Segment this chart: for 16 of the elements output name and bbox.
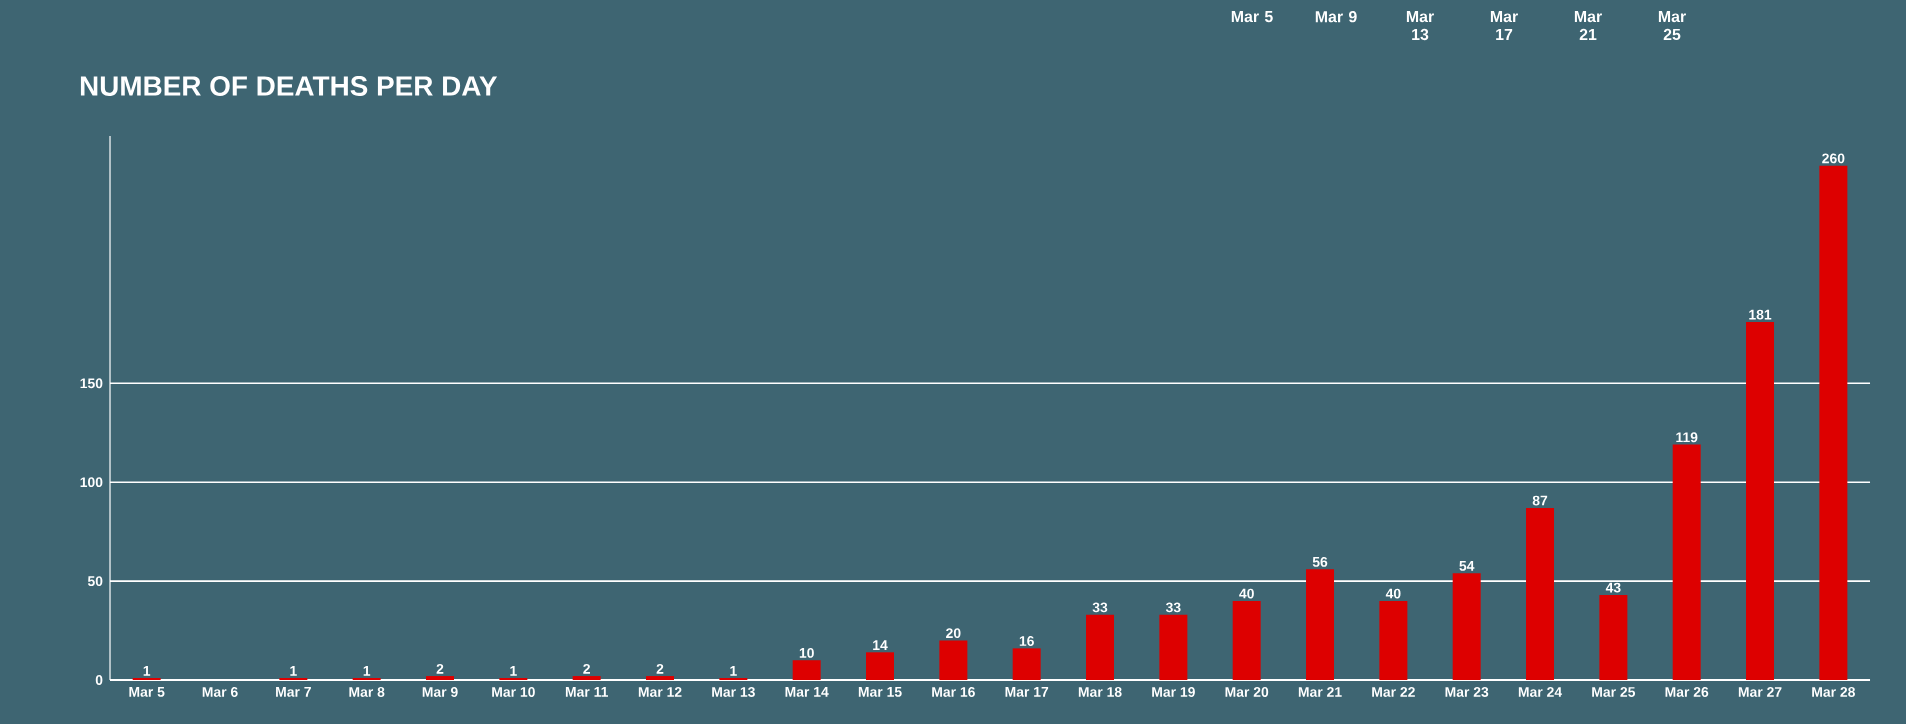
bar [1452,573,1481,680]
bar [1012,648,1041,680]
bar [1599,594,1628,680]
bar [939,640,968,680]
chart-title: NUMBER OF DEATHS PER DAY [80,76,498,96]
bar [1086,614,1115,680]
bar [1306,569,1335,680]
bar [1672,444,1701,680]
bar [1232,600,1261,680]
bar [866,652,895,680]
bar [1819,165,1848,680]
bar [1159,614,1188,680]
bar [792,660,821,680]
bar [1379,600,1408,680]
bar [1526,507,1555,680]
bar [1746,321,1775,680]
